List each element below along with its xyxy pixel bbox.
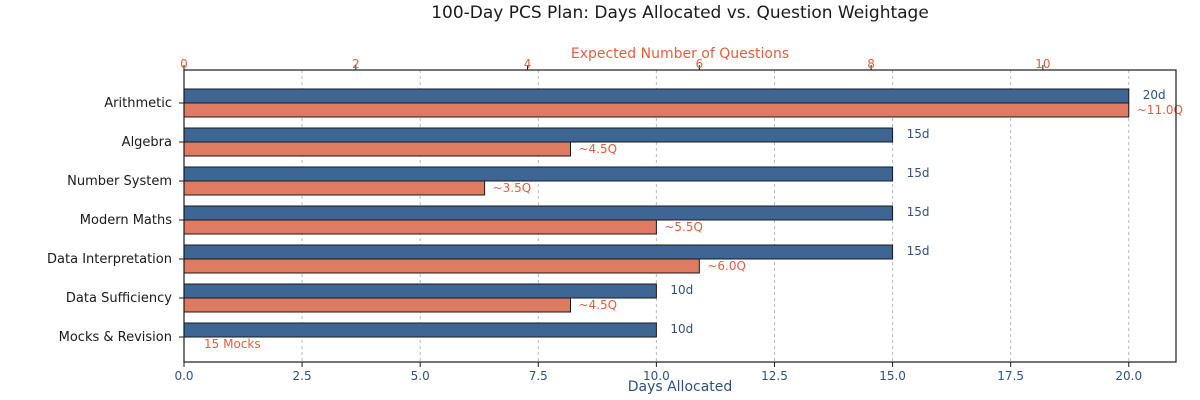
data-labels: 20d~11.0Q Arithmetic 15d ~4.5Q Algebra 15d ~3.… — [47, 88, 1183, 351]
days-bar — [183, 322, 657, 338]
questions-bar — [183, 258, 700, 274]
questions-bar — [183, 180, 486, 196]
mocks-note-label: 15 Mocks — [204, 337, 261, 351]
plot-frame — [183, 69, 1177, 363]
category-label: Arithmetic — [104, 96, 172, 111]
days-bar — [183, 127, 894, 143]
x2-tick-label: 8 — [867, 57, 875, 71]
questions-bar — [183, 297, 571, 313]
category-label: Mocks & Revision — [59, 330, 172, 345]
x-tick-label: 2.5 — [293, 369, 312, 383]
days-value-label: 20d — [1143, 88, 1166, 102]
x2-tick-label: 2 — [352, 57, 360, 71]
days-bar — [183, 166, 894, 182]
category-label: Modern Maths — [80, 213, 172, 228]
x-tick-label: 0.0 — [174, 369, 193, 383]
questions-value-label: ~5.5Q — [664, 220, 703, 234]
days-bar — [183, 283, 657, 299]
axes: 0.0 2.5 5.0 7.5 10.0 12.5 15.0 17.5 20.0 0 2 4 6 8 10 — [174, 57, 1177, 383]
days-value-label: 15d — [907, 244, 930, 258]
x2-tick-label: 0 — [180, 57, 188, 71]
days-value-label: 10d — [670, 283, 693, 297]
x-tick-label: 17.5 — [997, 369, 1024, 383]
category-label: Data Interpretation — [47, 252, 172, 267]
category-label: Data Sufficiency — [66, 291, 172, 306]
x2-tick-label: 10 — [1035, 57, 1050, 71]
days-value-label: 10d — [670, 322, 693, 336]
questions-bar — [183, 219, 657, 235]
questions-value-label: ~11.0Q — [1137, 103, 1183, 117]
days-value-label: 15d — [907, 205, 930, 219]
x-tick-label: 20.0 — [1115, 369, 1142, 383]
x2-tick-label: 4 — [524, 57, 532, 71]
x-tick-label: 12.5 — [761, 369, 788, 383]
questions-value-label: ~6.0Q — [707, 259, 746, 273]
x-tick-label: 10.0 — [643, 369, 670, 383]
bottom-axis-title: Days Allocated — [628, 379, 733, 395]
x-tick-label: 7.5 — [529, 369, 548, 383]
days-bar — [183, 205, 894, 221]
questions-bar — [183, 141, 571, 157]
chart-title: 100-Day PCS Plan: Days Allocated vs. Que… — [431, 3, 929, 23]
bars — [183, 88, 1130, 338]
days-bar — [183, 88, 1130, 104]
top-axis-title: Expected Number of Questions — [571, 46, 789, 62]
questions-value-label: ~3.5Q — [493, 181, 532, 195]
days-value-label: 15d — [907, 127, 930, 141]
category-label: Number System — [67, 174, 172, 189]
x-tick-label: 5.0 — [411, 369, 430, 383]
questions-bar — [183, 102, 1130, 118]
x-tick-label: 15.0 — [879, 369, 906, 383]
questions-value-label: ~4.5Q — [578, 142, 617, 156]
questions-value-label: ~4.5Q — [578, 298, 617, 312]
x2-tick-label: 6 — [696, 57, 704, 71]
days-value-label: 15d — [907, 166, 930, 180]
category-label: Algebra — [122, 135, 172, 150]
days-bar — [183, 244, 894, 260]
